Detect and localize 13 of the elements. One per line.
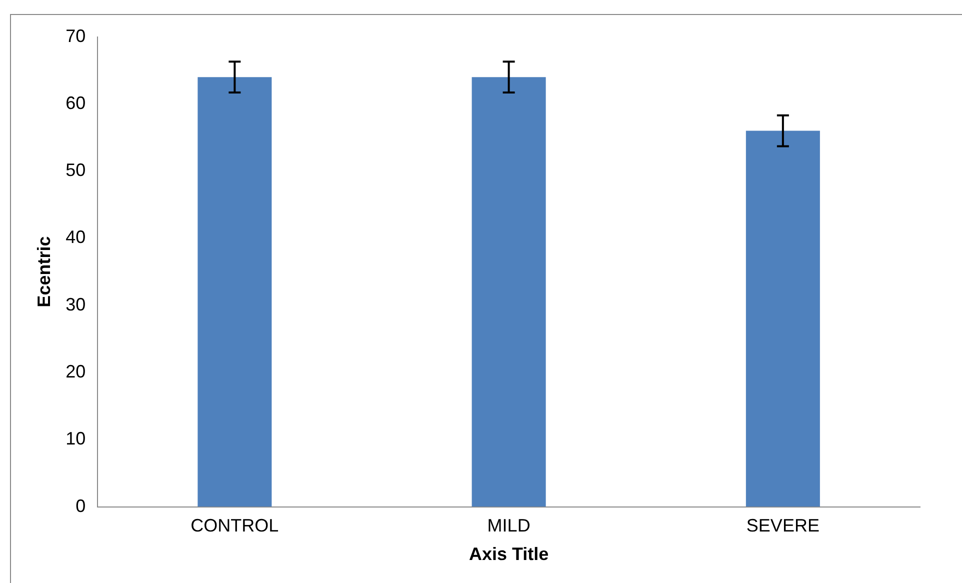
- y-tick-label: 10: [66, 428, 86, 449]
- x-axis-title: Axis Title: [468, 544, 549, 564]
- x-tick-label: SEVERE: [746, 516, 820, 536]
- y-tick-label: 30: [66, 294, 86, 314]
- x-tick-label: MILD: [487, 516, 530, 536]
- y-tick-label: 50: [66, 160, 86, 180]
- y-tick-label: 20: [66, 361, 86, 382]
- y-tick-label: 70: [66, 26, 86, 46]
- y-tick-label: 40: [66, 227, 86, 248]
- x-tick-label: CONTROL: [190, 516, 279, 536]
- y-tick-label: 0: [76, 496, 86, 516]
- y-tick-label: 60: [66, 92, 86, 113]
- y-axis-title: Ecentric: [34, 236, 54, 308]
